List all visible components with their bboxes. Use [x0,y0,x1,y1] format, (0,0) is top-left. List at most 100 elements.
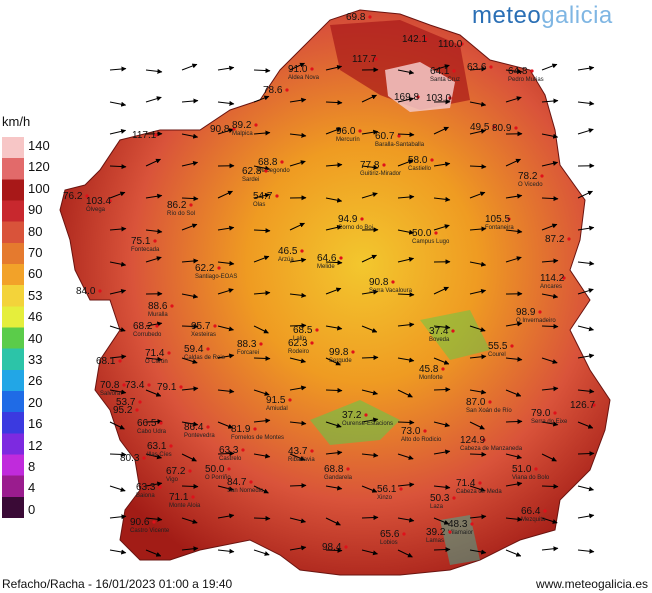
station-marker[interactable]: 87.2 [545,234,571,245]
station-marker[interactable]: 80.9 [492,123,518,134]
station-marker[interactable]: 169.8 [394,92,420,103]
station-marker[interactable]: 68.1 [96,356,122,367]
station-marker[interactable]: 90.8 [210,124,236,135]
station-dot [154,133,158,137]
wind-arrow [145,549,162,557]
station-gust-value: 86.2 [167,200,187,211]
station-marker[interactable]: 73.4 [125,380,151,391]
station-marker[interactable]: 71.4O Corón [145,348,171,365]
station-name: Castrelo [219,456,242,462]
footer-website-link[interactable]: www.meteogalicia.es [535,577,648,591]
station-marker[interactable]: 142.1 [402,34,428,45]
station-marker[interactable]: 69.8 [346,12,372,23]
station-marker[interactable]: 76.2 [63,191,89,202]
station-marker[interactable]: 53.7 [116,397,142,408]
station-marker[interactable]: 80.3 [120,453,146,464]
station-gust-value: 81.9 [231,424,251,435]
station-marker[interactable]: 78.6 [263,85,289,96]
wind-arrow [145,453,162,460]
station-marker[interactable]: 98.9O Invernadeiro [516,307,556,324]
station-marker[interactable]: 63.6 [467,62,493,73]
station-marker[interactable]: 103.0 [426,93,452,104]
station-marker[interactable]: 49.5 [470,122,496,133]
station-marker[interactable]: 84.0 [76,286,102,297]
station-gust-value: 49.5 [470,122,490,133]
station-marker[interactable]: 78.2O Vicedo [518,171,544,188]
legend-label: 4 [28,480,36,496]
station-marker[interactable]: 95.2 [113,405,139,416]
station-marker[interactable]: 50.0O Porriño [205,464,231,481]
station-marker[interactable]: 110.0 [438,39,464,50]
station-marker[interactable]: 79.1 [157,382,183,393]
station-marker[interactable]: 98.4 [322,542,348,553]
station-marker[interactable]: 126.7 [570,400,596,411]
station-name: Ancares [540,284,562,290]
station-name: San Xoán de Río [466,408,512,414]
wind-arrow [109,421,125,430]
station-marker[interactable]: 117.7 [352,54,378,65]
wind-arrow [433,196,451,202]
station-marker[interactable]: 117.1 [132,130,158,141]
